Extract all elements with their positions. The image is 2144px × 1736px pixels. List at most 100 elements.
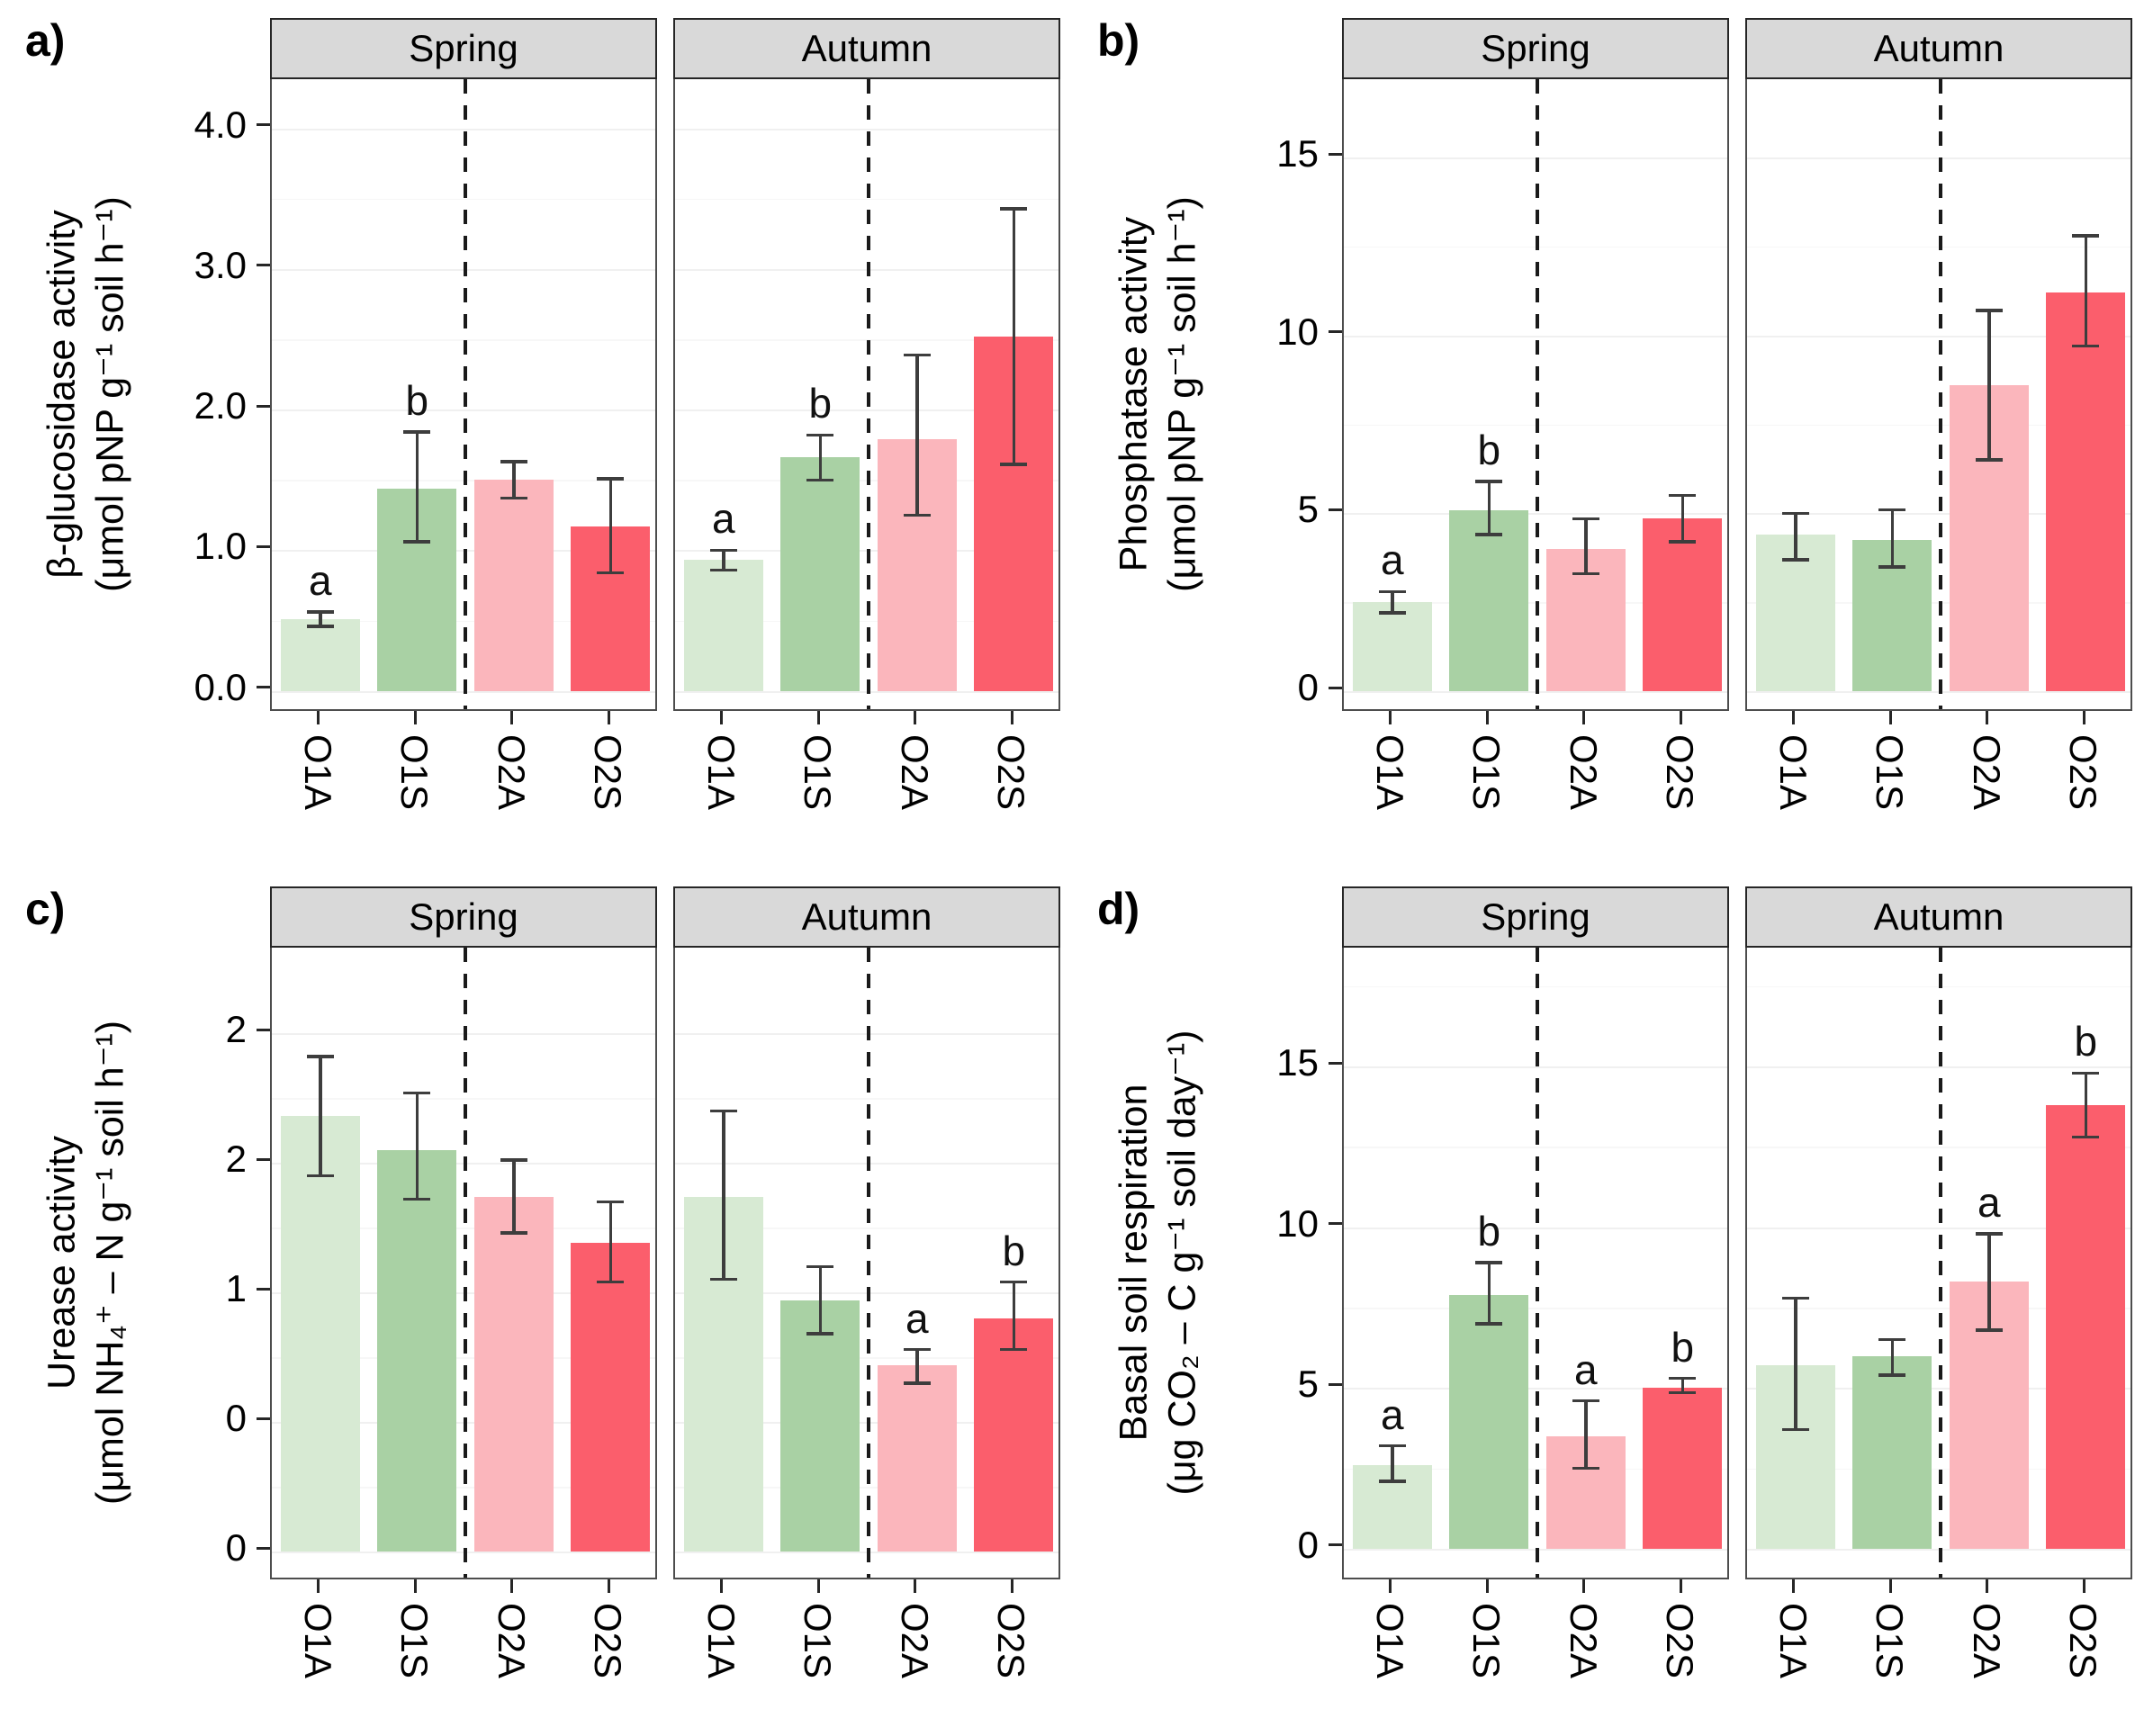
- major-gridline: [675, 550, 1058, 553]
- error-bar-cap-bottom: [1572, 571, 1599, 576]
- x-tick-label-O1A: O1A: [296, 1603, 339, 1679]
- minor-gridline: [675, 620, 1058, 623]
- error-bar-cap-top: [1975, 309, 2003, 312]
- minor-gridline: [675, 480, 1058, 481]
- x-tick-label-O2A: O2A: [1965, 1603, 2008, 1679]
- bar-O1S: [780, 1300, 860, 1552]
- error-bar-cap-top: [403, 1091, 431, 1095]
- minor-gridline: [1344, 1468, 1727, 1471]
- error-bar-cap-top: [597, 1200, 625, 1204]
- minor-gridline: [675, 1098, 1058, 1100]
- x-tick-mark: [720, 711, 724, 724]
- error-bar-cap-top: [709, 1109, 737, 1113]
- x-tick-mark: [413, 1579, 417, 1593]
- x-tick-mark: [1888, 1579, 1892, 1593]
- error-bar-cap-top: [1572, 517, 1599, 521]
- facet-strip: Autumn: [673, 886, 1060, 948]
- error-bar-line: [722, 550, 725, 571]
- error-bar-cap-top: [1475, 480, 1503, 483]
- x-tick-mark: [1010, 1579, 1013, 1593]
- dashed-separator: [1536, 948, 1539, 1578]
- error-bar-line: [415, 1093, 419, 1200]
- error-bar-cap-bottom: [597, 1280, 625, 1284]
- error-bar-cap-bottom: [709, 1277, 737, 1282]
- error-bar-cap-bottom: [403, 1197, 431, 1201]
- x-axis-labels: O1A O1S O2A O2S: [673, 1579, 1060, 1716]
- error-bar-line: [1391, 1445, 1394, 1481]
- panel-c: c) Urease activity (μmol NH₄⁺ – N g⁻¹ so…: [0, 868, 1072, 1736]
- y-axis: 0.0 1.0 2.0 3.0 4.0: [0, 76, 270, 708]
- panel-d: d) Basal soil respiration (μg CO₂ – C g⁻…: [1072, 868, 2144, 1736]
- error-bar-cap-top: [1878, 508, 1906, 512]
- error-bar-cap-top: [597, 477, 625, 481]
- x-tick-mark: [1986, 711, 1989, 724]
- major-gridline: [1747, 335, 2130, 337]
- significance-letter: a: [905, 1294, 929, 1342]
- error-bar-line: [1487, 1263, 1491, 1324]
- minor-gridline: [272, 1487, 655, 1489]
- x-tick-mark: [1679, 711, 1682, 724]
- facet-strip-label: Spring: [409, 895, 518, 938]
- facet-spring: Spring a b O1A O1S O2A O2S: [270, 18, 657, 848]
- x-tick-mark: [317, 711, 320, 724]
- y-tick-mark: [1329, 686, 1342, 689]
- major-gridline: [675, 690, 1058, 693]
- error-bar-cap-top: [2072, 234, 2100, 238]
- minor-gridline: [272, 1357, 655, 1359]
- x-tick-label-O2A: O2A: [490, 1603, 533, 1679]
- x-tick-label-O1A: O1A: [699, 734, 743, 811]
- x-tick-mark: [816, 711, 820, 724]
- error-bar-cap-top: [1781, 1296, 1809, 1300]
- facet-strip-label: Autumn: [1873, 27, 2004, 69]
- error-bar-cap-top: [1475, 1261, 1503, 1264]
- bar-O2A: [473, 480, 554, 691]
- x-tick-label-O2A: O2A: [490, 734, 533, 811]
- error-bar-cap-bottom: [2072, 344, 2100, 348]
- y-tick-label: 1.0: [194, 525, 247, 568]
- y-tick-mark: [257, 1287, 270, 1291]
- minor-gridline: [272, 1098, 655, 1100]
- y-tick-mark: [1329, 1061, 1342, 1065]
- y-tick-label: 10: [1276, 310, 1319, 353]
- panel-area: a b a b: [1342, 948, 1729, 1579]
- x-tick-label-O1S: O1S: [1869, 1603, 1912, 1679]
- facet-spring: Spring a b a b O1A O1S O2A O2S: [1342, 886, 1729, 1716]
- x-tick-label-O1S: O1S: [1465, 734, 1509, 811]
- major-gridline: [1344, 691, 1727, 694]
- error-bar-line: [319, 612, 322, 626]
- y-tick-mark: [1329, 508, 1342, 511]
- significance-letter: b: [1477, 426, 1501, 473]
- minor-gridline: [675, 339, 1058, 341]
- y-tick-mark: [257, 1028, 270, 1031]
- error-bar-cap-top: [306, 1055, 334, 1058]
- bar-O2A: [473, 1196, 554, 1552]
- x-tick-label-O1S: O1S: [797, 1603, 840, 1679]
- bar-O1S: [1449, 1294, 1529, 1549]
- x-tick-label-O2S: O2S: [990, 734, 1033, 811]
- y-tick-mark: [1329, 330, 1342, 334]
- major-gridline: [1747, 1548, 2130, 1551]
- x-tick-mark: [1986, 1579, 1989, 1593]
- y-tick-mark: [257, 1546, 270, 1550]
- minor-gridline: [1747, 1147, 2130, 1148]
- x-axis-labels: O1A O1S O2A O2S: [270, 711, 657, 848]
- x-tick-mark: [1792, 1579, 1796, 1593]
- dashed-separator: [1939, 948, 1942, 1578]
- x-tick-label-O2A: O2A: [1965, 734, 2008, 811]
- y-tick-mark: [1329, 1222, 1342, 1226]
- error-bar-cap-bottom: [1878, 1373, 1906, 1377]
- x-tick-label-O2S: O2S: [587, 734, 630, 811]
- error-bar-line: [319, 1056, 322, 1176]
- error-bar-cap-bottom: [403, 540, 431, 544]
- y-tick-label: 4.0: [194, 103, 247, 146]
- error-bar-cap-top: [2072, 1071, 2100, 1075]
- major-gridline: [675, 1552, 1058, 1554]
- major-gridline: [272, 550, 655, 553]
- x-tick-mark: [2082, 1579, 2085, 1593]
- y-tick-mark: [1329, 152, 1342, 156]
- error-bar-cap-top: [1669, 493, 1697, 498]
- bar-O1A: [683, 560, 763, 691]
